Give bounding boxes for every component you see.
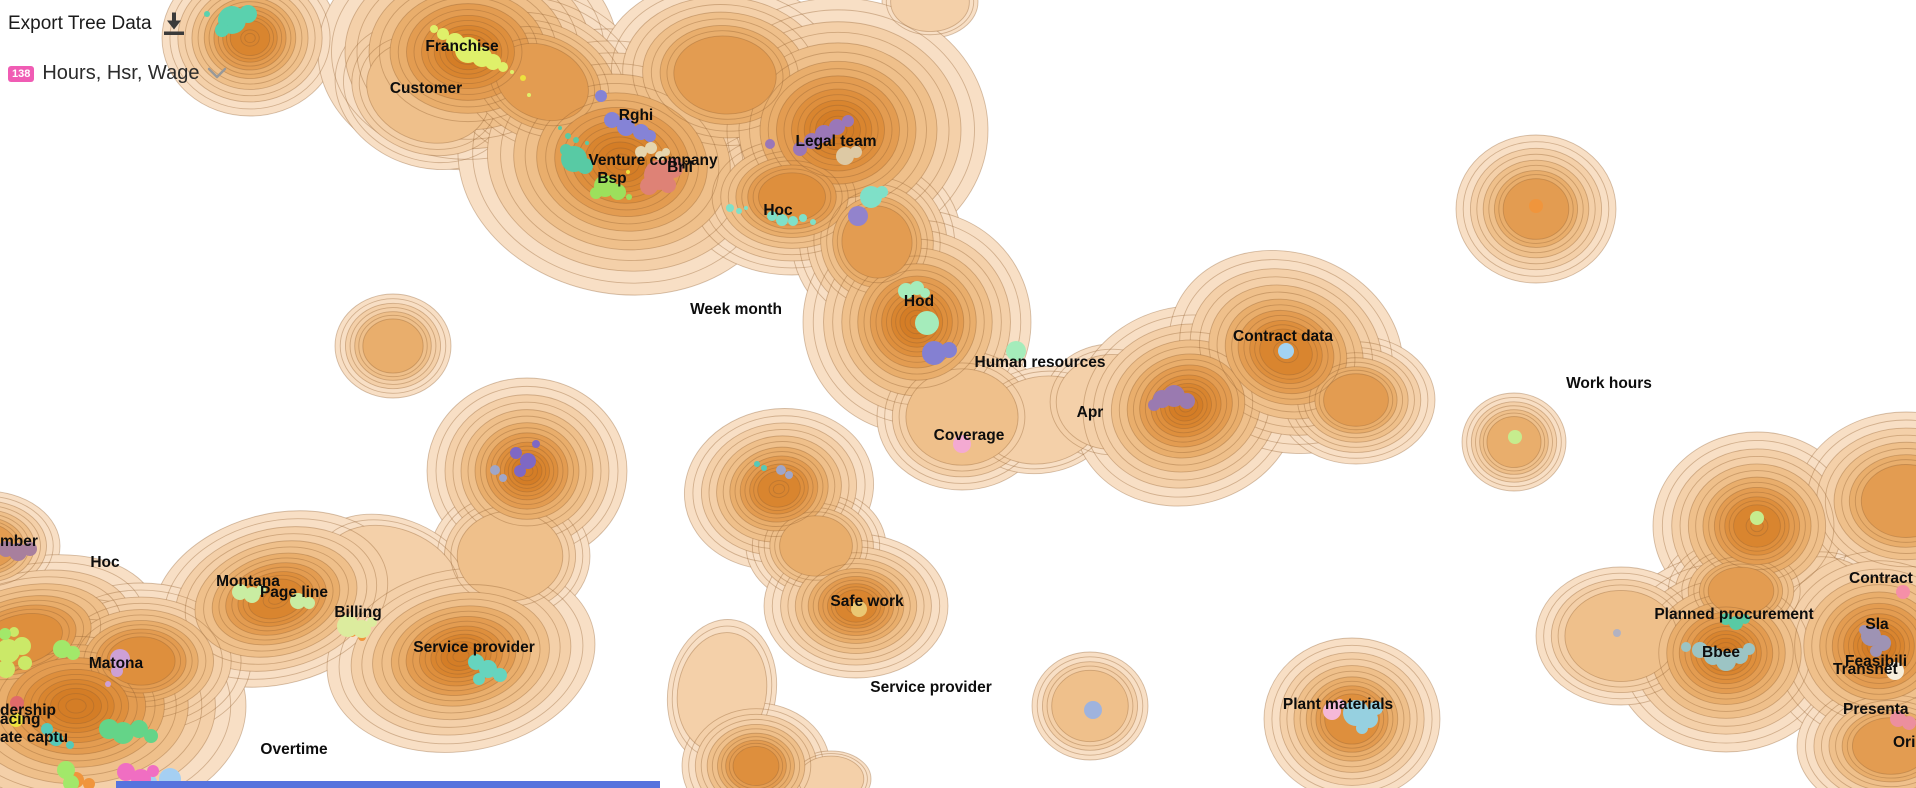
point-cluster-legal-beige[interactable] (836, 146, 862, 165)
count-badge: 138 (8, 65, 35, 82)
map-label-billing: Billing (334, 604, 381, 621)
export-tree-data-label: Export Tree Data (8, 12, 152, 34)
point-cluster-i-bluegray[interactable] (1084, 701, 1102, 719)
point-cluster-franchise-yellowgreen[interactable] (430, 25, 531, 97)
point-cluster-rghi-purple[interactable] (595, 90, 656, 142)
point-cluster-hod-purple[interactable] (922, 341, 957, 365)
map-label-work-hours: Work hours (1566, 375, 1652, 392)
map-label-transnet: Transnet (1833, 661, 1898, 678)
point-cluster-small-purple[interactable] (848, 206, 868, 226)
point-cluster-l-pink-top[interactable] (1896, 585, 1910, 599)
point-cluster-hoc-teal[interactable] (726, 186, 888, 226)
map-label-feasibili: Feasibili (1845, 653, 1907, 670)
map-label-mber: mber (0, 533, 38, 550)
map-label-apr: Apr (1077, 404, 1104, 421)
point-cluster-billing-yellowgreen[interactable] (337, 615, 377, 638)
map-label-presenta: Presenta (1843, 701, 1909, 718)
point-cluster-tiny-yellow[interactable] (9, 75, 630, 727)
point-cluster-hod-mint[interactable] (898, 281, 1026, 361)
point-cluster-salmon[interactable] (640, 158, 683, 195)
point-cluster-mber-mauve[interactable] (0, 541, 37, 561)
point-cluster-k-gray[interactable] (1613, 629, 1621, 637)
point-cluster-l-cream[interactable] (1886, 662, 1904, 680)
map-label-contract-data: Contract data (1233, 328, 1333, 345)
point-cluster-legal-mauve[interactable] (765, 115, 854, 156)
point-cluster-venture-teal[interactable] (558, 126, 1750, 630)
map-label-hod: Hod (904, 293, 934, 310)
map-label-coverage: Coverage (934, 427, 1005, 444)
point-cluster-g1-purple[interactable] (510, 440, 540, 477)
point-cluster-sla-purple[interactable] (1859, 625, 1891, 657)
point-cluster-serviceprov-teal[interactable] (468, 654, 507, 685)
map-label-human-resources: Human resources (975, 354, 1106, 371)
map-label-bril: Bril (667, 159, 693, 176)
point-cluster-matona-lilac[interactable] (105, 649, 130, 687)
map-label-overtime: Overtime (260, 741, 328, 758)
point-cluster-greenyellow-dots[interactable] (1508, 430, 1764, 525)
map-label-legal-team: Legal team (796, 133, 877, 150)
map-label-contract: Contract (1849, 570, 1913, 587)
map-label-page-line: Page line (260, 584, 328, 601)
point-cluster-corner-teal[interactable] (41, 461, 767, 749)
map-label-bsp: Bsp (597, 170, 626, 187)
bottom-blue-bar[interactable] (116, 781, 660, 788)
map-label-bbee: Bbee (1702, 644, 1740, 661)
point-cluster-plant-cyan[interactable] (1343, 700, 1383, 734)
map-label-acing: acing (0, 711, 40, 728)
map-label-ori: Ori (1893, 734, 1915, 751)
map-label-plant-materials: Plant materials (1283, 696, 1393, 713)
point-cluster-teal-a[interactable] (204, 5, 257, 37)
point-cluster-plant-pink[interactable] (1323, 699, 1345, 720)
map-label-customer: Customer (390, 80, 462, 97)
point-cluster-safework-tan[interactable] (851, 601, 867, 617)
selected-topic-dropdown[interactable]: 138 Hours, Hsr, Wage (8, 62, 227, 85)
map-label-hoc: Hoc (90, 554, 120, 571)
point-cluster-corner-red[interactable] (10, 696, 24, 710)
point-cluster-presenta-pink[interactable] (1890, 711, 1916, 730)
map-label-hoc: Hoc (763, 202, 793, 219)
download-icon (160, 10, 188, 37)
point-cluster-corner-yellowgreen[interactable] (0, 627, 32, 678)
map-label-safe-work: Safe work (830, 593, 904, 610)
point-cluster-apr-purple[interactable] (1148, 385, 1195, 411)
map-label-rghi: Rghi (619, 107, 653, 124)
map-label-venture-company: Venture company (588, 152, 718, 169)
point-cluster-corner-lightgreen[interactable] (0, 628, 80, 788)
point-cluster-coverage-pink[interactable] (953, 435, 971, 453)
export-tree-data-button[interactable]: Export Tree Data (8, 10, 188, 37)
map-label-ate-captu: ate captu (0, 729, 68, 746)
chevron-down-icon (207, 67, 227, 80)
map-label-montana: Montana (216, 573, 280, 590)
map-label-matona: Matona (89, 655, 144, 672)
map-label-franchise: Franchise (425, 38, 499, 55)
map-label-planned-procurement: Planned procurement (1654, 606, 1813, 623)
map-label-service-provider: Service provider (413, 639, 534, 656)
point-cluster-corner-green[interactable] (99, 719, 158, 744)
map-label-week-month: Week month (690, 301, 782, 318)
map-label-dership: dership (0, 702, 56, 719)
point-cluster-g1-gray[interactable] (490, 465, 793, 482)
selected-topic-label: Hours, Hsr, Wage (42, 62, 200, 84)
map-label-sla: Sla (1865, 616, 1889, 633)
point-cluster-montana-green[interactable] (232, 584, 315, 609)
map-label-service-provider: Service provider (870, 679, 991, 696)
point-cluster-contract-sky[interactable] (1278, 343, 1294, 359)
point-cluster-bbee-grayteal[interactable] (1681, 642, 1755, 671)
point-cluster-bsp-green[interactable] (590, 175, 632, 200)
